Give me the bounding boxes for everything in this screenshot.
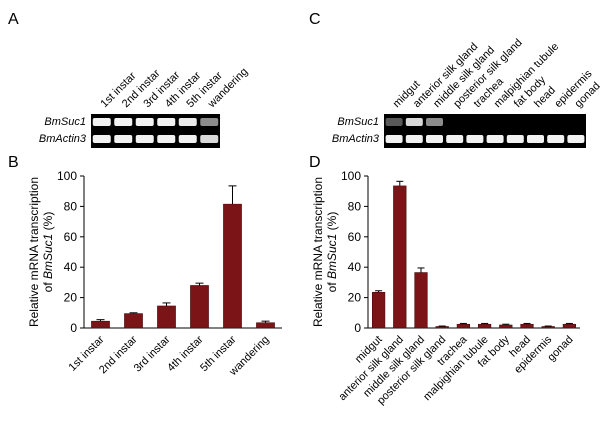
bar-5th-instar <box>223 203 242 329</box>
gel-label-actin3-a: BmActin3 <box>39 133 87 145</box>
y-tick-label-80: 80 <box>348 199 362 213</box>
y-tick-label-20: 20 <box>64 291 78 305</box>
bar-anterior-silk-gland <box>393 185 407 329</box>
bar-fat-body <box>499 324 513 329</box>
gel-band-actin3-epidermis <box>547 135 565 143</box>
y-axis-label-line1: Relative mRNA transcription <box>27 177 41 327</box>
y-tick-label-40: 40 <box>64 260 78 274</box>
gel-band-actin3-wandering <box>200 135 219 143</box>
gel-image-a <box>91 114 220 148</box>
gel-band-actin3-3rd-instar <box>135 135 154 143</box>
gel-band-actin3-head <box>527 135 544 143</box>
y-tick-label-80: 80 <box>64 199 78 213</box>
y-tick-label-60: 60 <box>64 230 78 244</box>
panel-letter-d: D <box>309 154 321 171</box>
bar-posterior-silk-gland <box>435 326 449 329</box>
gel-band-suc1-4th-instar <box>157 118 176 126</box>
gel-band-actin3-fat-body <box>506 135 524 143</box>
y-tick-label-60: 60 <box>348 230 362 244</box>
gel-band-actin3-trachea <box>466 135 484 143</box>
bar-3rd-instar <box>157 305 176 329</box>
bar-1st-instar <box>91 320 110 329</box>
y-tick-label-0: 0 <box>70 321 77 335</box>
gel-band-actin3-5th-instar <box>178 135 197 143</box>
bar-gonad <box>562 323 577 329</box>
y-tick-label-20: 20 <box>348 291 362 305</box>
gel-band-suc1-wandering <box>200 118 219 126</box>
bar-midgut <box>371 292 386 329</box>
y-tick-label-0: 0 <box>354 321 361 335</box>
gel-band-actin3-malpighian-tubule <box>486 135 504 143</box>
gel-band-actin3-posterior-silk-gland <box>446 135 464 143</box>
gel-band-actin3-1st-instar <box>92 135 111 143</box>
panel-letter-a: A <box>8 11 19 28</box>
gel-band-suc1-1st-instar <box>92 118 111 126</box>
gel-band-suc1-3rd-instar <box>135 118 154 126</box>
gel-band-suc1-5th-instar <box>178 118 197 126</box>
bar-middle-silk-gland <box>414 272 428 329</box>
gel-band-actin3-gonad <box>567 135 585 143</box>
bar-4th-instar <box>190 285 209 329</box>
bar-wandering <box>256 322 275 329</box>
panel-letter-b: B <box>8 154 19 171</box>
panel-letter-c: C <box>309 11 321 28</box>
bar-malpighian-tubule <box>477 323 492 329</box>
gel-band-actin3-midgut <box>385 135 403 143</box>
gel-label-actin3-c: BmActin3 <box>332 133 380 145</box>
bar-epidermis <box>541 326 555 329</box>
gel-label-suc1-a: BmSuc1 <box>44 116 86 128</box>
gel-band-actin3-2nd-instar <box>114 135 133 143</box>
gel-band-actin3-4th-instar <box>157 135 176 143</box>
gel-band-suc1-middle-silk-gland <box>426 118 443 126</box>
y-axis-label-line1: Relative mRNA transcription <box>311 177 325 327</box>
gel-band-actin3-middle-silk-gland <box>426 135 443 143</box>
gel-band-suc1-2nd-instar <box>114 118 133 126</box>
y-tick-label-100: 100 <box>57 169 77 183</box>
gel-label-suc1-c: BmSuc1 <box>337 116 379 128</box>
bar-trachea <box>456 323 471 329</box>
bar-2nd-instar <box>124 313 143 329</box>
gel-band-suc1-anterior-silk-gland <box>405 118 423 126</box>
gel-band-actin3-anterior-silk-gland <box>405 135 423 143</box>
y-axis-label-line2: of BmSuc1 (%) <box>41 212 55 293</box>
y-tick-label-40: 40 <box>348 260 362 274</box>
y-axis-label-line2: of BmSuc1 (%) <box>325 212 339 293</box>
bar-head <box>520 323 534 329</box>
gel-band-suc1-midgut <box>385 118 403 126</box>
y-tick-label-100: 100 <box>341 169 361 183</box>
